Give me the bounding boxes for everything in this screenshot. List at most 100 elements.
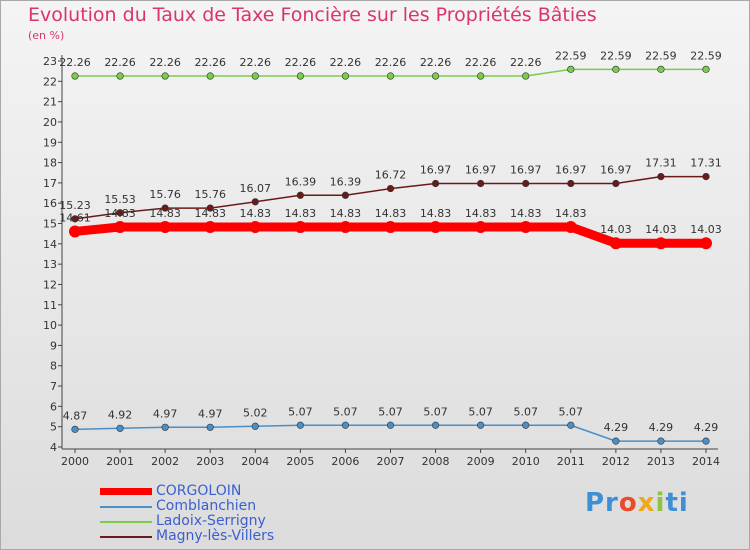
point-ladoix-serrigny [296, 72, 304, 80]
data-label-magny-l-s-villers: 16.39 [285, 175, 317, 188]
legend-label-corgoloin: CORGOLOIN [156, 483, 242, 499]
legend-item-comblanchien[interactable]: Comblanchien [100, 498, 360, 515]
data-label-comblanchien: 4.97 [198, 407, 223, 420]
data-label-ladoix-serrigny: 22.26 [285, 56, 317, 69]
data-label-comblanchien: 5.07 [559, 405, 584, 418]
point-magny-l-s-villers [161, 204, 169, 212]
legend-swatch-corgoloin [100, 488, 152, 495]
point-comblanchien [612, 437, 620, 445]
point-magny-l-s-villers [431, 179, 440, 188]
point-magny-l-s-villers [612, 179, 620, 188]
data-label-ladoix-serrigny: 22.59 [600, 49, 632, 62]
point-ladoix-serrigny [116, 72, 124, 80]
point-comblanchien [477, 421, 485, 429]
point-comblanchien [341, 421, 350, 429]
legend-swatch-magny-les-villers [100, 536, 152, 538]
point-corgoloin [564, 220, 577, 233]
y-tick-label: 7 [50, 380, 57, 393]
y-tick-label: 13 [43, 258, 57, 271]
data-label-magny-l-s-villers: 16.39 [330, 175, 362, 188]
data-label-ladoix-serrigny: 22.59 [645, 49, 677, 62]
point-ladoix-serrigny [431, 72, 440, 80]
data-label-ladoix-serrigny: 22.26 [149, 56, 181, 69]
point-corgoloin [429, 220, 442, 233]
data-label-corgoloin: 14.83 [149, 207, 181, 220]
data-label-corgoloin: 14.83 [555, 207, 587, 220]
point-comblanchien [71, 425, 79, 433]
x-tick-label: 2001 [106, 455, 134, 468]
point-magny-l-s-villers [71, 215, 79, 223]
point-ladoix-serrigny [702, 65, 710, 73]
point-corgoloin [519, 220, 532, 233]
point-comblanchien [296, 421, 304, 429]
data-label-magny-l-s-villers: 15.53 [104, 193, 136, 206]
data-label-ladoix-serrigny: 22.59 [555, 49, 587, 62]
point-comblanchien [161, 423, 169, 431]
legend-swatch-ladoix-serrigny [100, 521, 152, 523]
point-comblanchien [116, 424, 124, 432]
point-ladoix-serrigny [612, 65, 620, 73]
data-label-ladoix-serrigny: 22.26 [59, 56, 91, 69]
axes: 4 5 6 7 8 9 10 11 12 13 14 15 16 17 18 19 20 21 22 23 2000 20… [43, 55, 720, 468]
y-tick-label: 10 [43, 319, 57, 332]
data-label-magny-l-s-villers: 16.97 [465, 164, 497, 177]
point-magny-l-s-villers [341, 191, 350, 199]
data-label-magny-l-s-villers: 17.31 [645, 157, 677, 170]
x-tick-label: 2004 [241, 455, 269, 468]
data-label-comblanchien: 4.87 [63, 409, 88, 422]
point-comblanchien [251, 422, 259, 430]
point-comblanchien [386, 421, 395, 429]
y-tick-label: 6 [50, 400, 57, 413]
data-label-corgoloin: 14.03 [600, 223, 632, 236]
chart-subtitle: (en %) [28, 29, 65, 42]
y-tick-label: 20 [43, 116, 57, 129]
point-magny-l-s-villers [657, 172, 665, 181]
data-label-corgoloin: 14.83 [104, 207, 136, 220]
point-ladoix-serrigny [657, 65, 665, 73]
point-magny-l-s-villers [116, 209, 124, 217]
point-corgoloin [294, 220, 307, 233]
x-tick-label: 2007 [377, 455, 405, 468]
y-tick-label: 12 [43, 278, 57, 291]
legend-label-magny-les-villers: Magny-lès-Villers [156, 528, 275, 544]
point-magny-l-s-villers [522, 179, 530, 188]
x-tick-label: 2014 [692, 455, 720, 468]
y-tick-label: 11 [43, 299, 57, 312]
data-label-ladoix-serrigny: 22.26 [240, 56, 272, 69]
data-label-magny-l-s-villers: 16.97 [555, 164, 587, 177]
point-comblanchien [702, 437, 710, 445]
data-label-comblanchien: 5.07 [333, 405, 358, 418]
data-label-magny-l-s-villers: 15.23 [59, 199, 91, 212]
legend-swatch-comblanchien [100, 506, 152, 508]
y-tick-label: 22 [43, 75, 57, 88]
point-ladoix-serrigny [522, 72, 530, 80]
x-tick-label: 2002 [151, 455, 179, 468]
data-label-ladoix-serrigny: 22.26 [375, 56, 407, 69]
y-tick-label: 14 [43, 238, 57, 251]
data-label-ladoix-serrigny: 22.59 [690, 49, 722, 62]
data-label-comblanchien: 5.07 [378, 405, 403, 418]
data-label-comblanchien: 5.02 [243, 406, 268, 419]
series-layer [69, 65, 712, 445]
y-tick-label: 18 [43, 157, 57, 170]
point-corgoloin [384, 220, 397, 233]
point-magny-l-s-villers [477, 179, 485, 188]
legend-item-ladoix-serrigny[interactable]: Ladoix-Serrigny [100, 513, 360, 530]
x-tick-label: 2003 [196, 455, 224, 468]
point-ladoix-serrigny [341, 72, 350, 80]
data-label-corgoloin: 14.83 [194, 207, 226, 220]
y-tick-label: 23 [43, 55, 57, 68]
legend-item-magny-les-villers[interactable]: Magny-lès-Villers [100, 528, 360, 545]
point-comblanchien [657, 437, 665, 445]
legend-item-corgoloin[interactable]: CORGOLOIN [100, 483, 360, 500]
x-tick-label: 2011 [557, 455, 585, 468]
proxiti-logo: Proxiti [585, 488, 689, 518]
data-label-magny-l-s-villers: 17.31 [690, 157, 722, 170]
point-magny-l-s-villers [206, 204, 214, 212]
data-labels: 22.26 22.26 22.26 22.26 22.26 22.26 22.26 22.26… [59, 49, 722, 434]
point-magny-l-s-villers [386, 184, 395, 193]
data-label-magny-l-s-villers: 16.97 [510, 164, 542, 177]
y-tick-label: 16 [43, 197, 57, 210]
point-ladoix-serrigny [251, 72, 259, 80]
